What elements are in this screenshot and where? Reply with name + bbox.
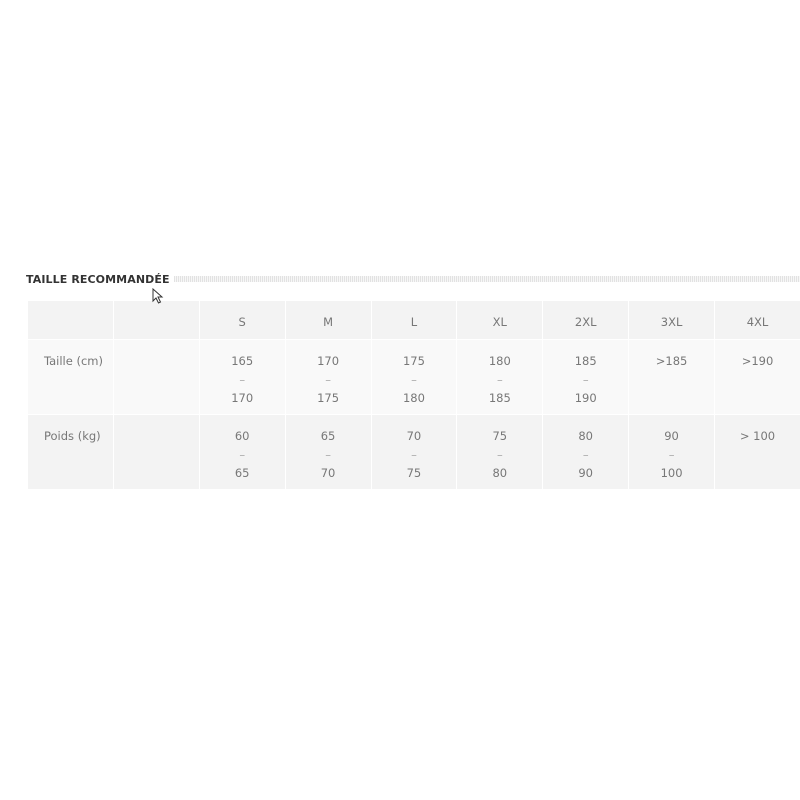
size-chart-table: S M L XL 2XL 3XL 4XL Taille (cm) 165–170 170–175 1… [27, 300, 800, 490]
range-value: 185 [574, 354, 597, 368]
table-row: Poids (kg) 60 – 65 65 – 70 70 – 75 75 – 80 80 – 90 90 – 10… [27, 414, 800, 490]
range-dash: – [496, 447, 503, 462]
range-value: 185 [488, 391, 511, 405]
empty-cell [112, 339, 200, 415]
range-dash: – [668, 447, 675, 462]
table-row: Taille (cm) 165–170 170–175 175–180 180–185 1… [27, 339, 800, 415]
value-cell: 90 – 100 [628, 414, 715, 490]
value-cell: 70 – 75 [370, 414, 458, 490]
value-cell: 185 – 190 [542, 339, 630, 415]
header-row: S M L XL 2XL 3XL 4XL [27, 300, 800, 340]
range-value: > 100 [739, 429, 776, 443]
range-value: 180 [402, 391, 425, 405]
title-divider [173, 276, 800, 282]
header-cell [27, 300, 114, 340]
header-cell: S [198, 300, 286, 340]
value-cell: 75 – 80 [456, 414, 544, 490]
header-cell: XL [456, 300, 544, 340]
range-value: 70 [406, 429, 422, 443]
range-value: 170 [317, 354, 340, 368]
range-value: 65 [234, 466, 250, 480]
range-value: 90 [578, 466, 593, 480]
row-label: Poids (kg) [27, 414, 114, 490]
header-cell: M [284, 300, 372, 340]
range-value: 170 [231, 391, 254, 405]
range-value: >185 [655, 354, 688, 368]
range-dash: – [582, 372, 589, 387]
range-dash: – [325, 372, 331, 387]
range-value: 75 [492, 429, 508, 443]
range-value: 175 [317, 391, 340, 405]
range-value: 100 [660, 466, 683, 480]
range-dash: – [411, 372, 417, 387]
header-cell [112, 300, 200, 340]
range-dash: – [239, 447, 246, 462]
range-value: 80 [492, 466, 508, 480]
range-value: 90 [664, 429, 679, 443]
mouse-pointer-icon [152, 288, 164, 304]
value-cell: 165 – 170 [198, 339, 286, 415]
value-cell: >190 [714, 339, 800, 415]
range-dash: – [325, 447, 331, 462]
range-value: 175 [402, 354, 425, 368]
value-cell: 80 – 90 [542, 414, 630, 490]
value-cell: 175 – 180 [370, 339, 458, 415]
value-cell: > 100 [714, 414, 800, 490]
header-cell: L [370, 300, 458, 340]
range-value: >190 [741, 354, 774, 368]
value-cell: 60 – 65 [198, 414, 286, 490]
range-value: 180 [488, 354, 511, 368]
range-value: 75 [406, 466, 422, 480]
range-dash: – [239, 372, 246, 387]
range-value: 70 [320, 466, 336, 480]
range-value: 190 [574, 391, 597, 405]
range-dash: – [582, 447, 589, 462]
range-dash: – [411, 447, 417, 462]
range-value: 80 [578, 429, 593, 443]
value-cell: 180 – 185 [456, 339, 544, 415]
header-cell: 3XL [628, 300, 715, 340]
range-value: 60 [234, 429, 250, 443]
value-cell: >185 [628, 339, 715, 415]
section-header: TAILLE RECOMMANDÉE [26, 270, 800, 288]
recommended-size-section: TAILLE RECOMMANDÉE [26, 270, 800, 288]
range-dash: – [496, 372, 503, 387]
range-value: 65 [320, 429, 336, 443]
value-cell: 65 – 70 [284, 414, 372, 490]
section-title: TAILLE RECOMMANDÉE [26, 272, 170, 286]
empty-cell [112, 414, 200, 490]
range-value: 165 [231, 354, 254, 368]
value-cell: 170 – 175 [284, 339, 372, 415]
header-cell: 4XL [714, 300, 800, 340]
row-label: Taille (cm) [27, 339, 114, 415]
header-cell: 2XL [542, 300, 630, 340]
